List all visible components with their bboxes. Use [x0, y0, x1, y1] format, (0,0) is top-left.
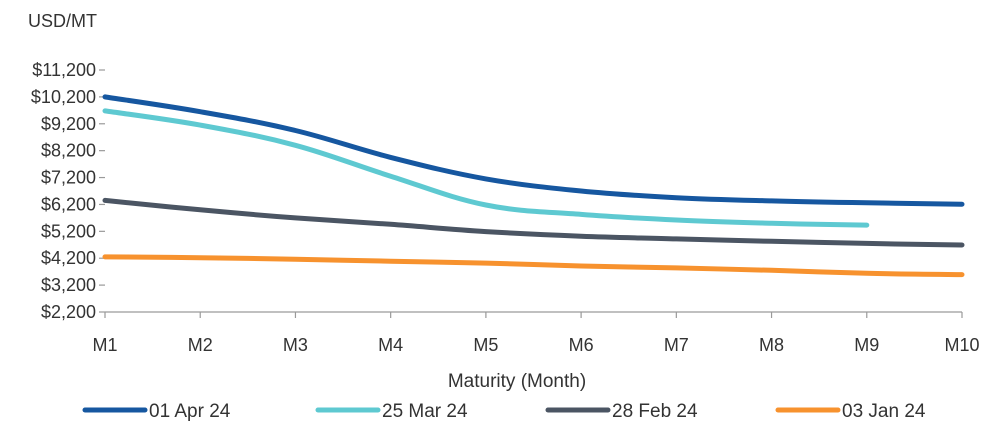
x-tick-label: M6 — [569, 335, 594, 355]
x-tick-label: M7 — [664, 335, 689, 355]
legend-item-25-mar-24: 25 Mar 24 — [315, 401, 468, 422]
series-line-03-jan-24 — [102, 254, 965, 278]
x-tick-label: M5 — [473, 335, 498, 355]
series-line-25-mar-24 — [102, 108, 870, 228]
x-axis-ticks: M1 M2 M3 M4 M5 M6 M7 M8 M9 M10 — [92, 312, 980, 355]
y-tick-label: $2,200 — [41, 302, 96, 322]
series-line-28-feb-24 — [102, 197, 965, 248]
series-line-01-apr-24 — [102, 94, 965, 207]
y-tick-label: $4,200 — [41, 248, 96, 268]
series-lines — [102, 94, 965, 278]
x-tick-label: M10 — [944, 335, 979, 355]
y-tick-label: $6,200 — [41, 194, 96, 214]
legend-label: 25 Mar 24 — [382, 401, 468, 422]
y-tick-label: $7,200 — [41, 168, 96, 188]
x-tick-label: M1 — [92, 335, 117, 355]
y-axis-ticks: $2,200 $3,200 $4,200 $5,200 $6,200 $7,200 $8,2… — [31, 60, 105, 322]
x-tick-label: M9 — [854, 335, 879, 355]
legend-item-03-jan-24: 03 Jan 24 — [775, 401, 926, 422]
legend: 01 Apr 24 25 Mar 24 28 Feb 24 03 Jan 24 — [82, 401, 926, 422]
y-tick-label: $9,200 — [41, 114, 96, 134]
y-tick-label: $10,200 — [31, 87, 96, 107]
y-tick-label: $11,200 — [32, 60, 96, 80]
legend-label: 01 Apr 24 — [149, 401, 231, 422]
y-axis-unit-label: USD/MT — [28, 11, 97, 31]
x-axis-title: Maturity (Month) — [448, 371, 586, 392]
x-tick-label: M8 — [759, 335, 784, 355]
y-tick-label: $5,200 — [41, 221, 96, 241]
x-tick-label: M3 — [283, 335, 308, 355]
legend-item-28-feb-24: 28 Feb 24 — [545, 401, 698, 422]
y-tick-label: $3,200 — [41, 275, 96, 295]
x-tick-label: M4 — [378, 335, 403, 355]
legend-label: 28 Feb 24 — [612, 401, 698, 422]
legend-label: 03 Jan 24 — [842, 401, 926, 422]
legend-item-01-apr-24: 01 Apr 24 — [82, 401, 231, 422]
x-tick-label: M2 — [188, 335, 213, 355]
y-tick-label: $8,200 — [41, 141, 96, 161]
